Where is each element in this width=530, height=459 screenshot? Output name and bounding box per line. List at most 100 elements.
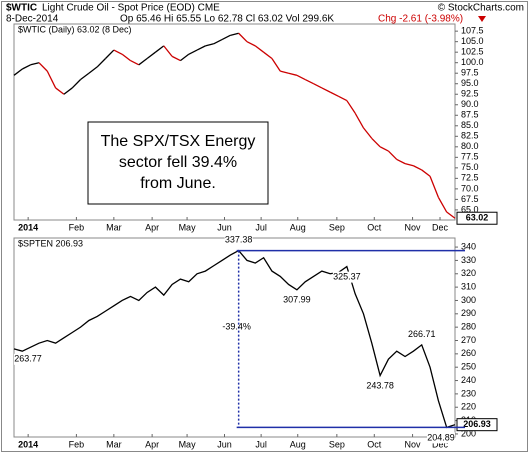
price-segment — [379, 146, 389, 152]
price-segment — [22, 64, 31, 70]
x-tick-label: Nov — [405, 439, 422, 449]
price-segment — [188, 49, 198, 55]
y-tick-label: 77.5 — [461, 152, 479, 162]
price-segment — [387, 150, 398, 160]
x-tick-label: Feb — [69, 439, 85, 449]
price-segment — [304, 78, 314, 85]
x-tick-label: May — [179, 222, 197, 232]
price-segment — [404, 163, 414, 167]
price-segment — [396, 158, 406, 165]
value-label-bg — [14, 353, 42, 365]
y-tick-label: 82.5 — [461, 131, 479, 141]
x-tick-label: Apr — [145, 439, 159, 449]
price-segment — [96, 58, 106, 68]
y-tick-label: 270 — [461, 335, 476, 345]
y-tick-label: 105.0 — [461, 36, 484, 46]
x-tick-label: Aug — [290, 439, 306, 449]
price-segment — [254, 45, 265, 53]
value-label-bg — [332, 271, 361, 283]
price-segment — [46, 70, 57, 89]
price-segment — [354, 112, 365, 129]
annotation: -39.4% — [222, 321, 251, 331]
y-tick-label: 67.5 — [461, 194, 479, 204]
annotation: The SPX/TSX Energy — [101, 133, 256, 150]
price-segment — [362, 127, 373, 139]
price-segment — [55, 87, 65, 95]
x-tick-label: Jun — [217, 222, 232, 232]
x-tick-label: Jun — [217, 439, 232, 449]
y-tick-label: 250 — [461, 362, 476, 372]
x-tick-label: Jul — [255, 222, 267, 232]
price-segment — [296, 74, 306, 81]
price-segment — [446, 211, 456, 219]
y-tick-label: 95.0 — [461, 78, 479, 88]
price-segment — [421, 169, 431, 177]
y-tick-label: 300 — [461, 295, 476, 305]
last-value-box — [456, 418, 498, 432]
y-tick-label: 340 — [461, 241, 476, 251]
x-tick-label: Aug — [290, 222, 306, 232]
value-label-bg — [282, 294, 311, 306]
legend: $SPTEN 206.93 — [18, 238, 83, 248]
x-tick-label: 2014 — [18, 439, 38, 449]
date: 8-Dec-2014 — [6, 14, 59, 25]
price-segment — [238, 32, 248, 43]
value-label: 266.71 — [408, 329, 436, 339]
y-tick-label: 102.5 — [461, 47, 484, 57]
x-tick-label: Sep — [329, 222, 345, 232]
price-segment — [63, 87, 73, 95]
last-value: 63.02 — [466, 213, 489, 223]
price-segment — [205, 43, 214, 47]
y-tick-label: 97.5 — [461, 68, 479, 78]
y-tick-label: 90.0 — [461, 99, 479, 109]
last-value-box — [456, 211, 498, 225]
y-tick-label: 85.0 — [461, 120, 479, 130]
value-label: 337.38 — [225, 234, 253, 244]
price-segment — [121, 53, 131, 62]
price-segment — [88, 66, 98, 74]
y-tick-label: 80.0 — [461, 141, 479, 151]
price-segment — [105, 49, 115, 59]
annotation: sector fell 39.4% — [119, 154, 237, 171]
price-segment — [138, 57, 148, 66]
price-segment — [130, 60, 140, 66]
price-segment — [71, 79, 82, 89]
symbol-name: Light Crude Oil - Spot Price (EOD) CME — [42, 3, 220, 14]
y-tick-label: 100.0 — [461, 57, 484, 67]
y-tick-label: 220 — [461, 402, 476, 412]
plot-area — [13, 237, 456, 438]
y-tick-label: 240 — [461, 375, 476, 385]
symbol: $WTIC — [6, 3, 37, 14]
price-segment — [146, 51, 156, 60]
y-tick-label: 310 — [461, 281, 476, 291]
price-segment — [429, 176, 439, 198]
stats: Op 65.46 Hi 65.55 Lo 62.78 Cl 63.02 Vol … — [120, 14, 334, 25]
x-tick-label: Feb — [69, 222, 85, 232]
y-tick-label: 280 — [461, 322, 476, 332]
value-label-bg — [407, 328, 436, 340]
x-tick-label: Apr — [145, 222, 159, 232]
price-segment — [313, 83, 323, 89]
value-label: 263.77 — [14, 354, 42, 364]
x-tick-label: Sep — [329, 439, 345, 449]
y-tick-label: 290 — [461, 308, 476, 318]
x-tick-label: 2014 — [18, 222, 38, 232]
y-tick-label: 72.5 — [461, 173, 479, 183]
value-label-bg — [427, 432, 455, 444]
y-tick-label: 230 — [461, 388, 476, 398]
value-label: 243.78 — [366, 380, 394, 390]
y-tick-label: 320 — [461, 268, 476, 278]
price-segment — [263, 51, 273, 60]
x-tick-label: Mar — [106, 222, 122, 232]
x-tick-label: Dec — [432, 222, 449, 232]
price-segment — [437, 196, 448, 213]
x-tick-label: Nov — [405, 222, 422, 232]
price-segment — [155, 45, 165, 53]
price-segment — [246, 41, 256, 47]
annotation-box — [87, 121, 269, 205]
legend: $WTIC (Daily) 63.02 (8 Dec) — [18, 24, 132, 34]
x-tick-label: May — [179, 439, 197, 449]
price-segment — [346, 100, 356, 114]
y-tick-label: 92.5 — [461, 89, 479, 99]
